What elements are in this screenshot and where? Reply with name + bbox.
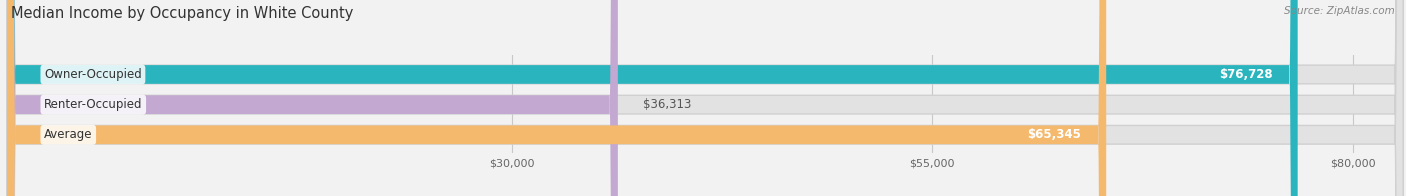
FancyBboxPatch shape (7, 0, 617, 196)
Text: Renter-Occupied: Renter-Occupied (44, 98, 142, 111)
Text: $76,728: $76,728 (1219, 68, 1272, 81)
FancyBboxPatch shape (7, 0, 1298, 196)
FancyBboxPatch shape (7, 0, 1403, 196)
Text: Average: Average (44, 128, 93, 141)
FancyBboxPatch shape (7, 0, 1403, 196)
Text: Owner-Occupied: Owner-Occupied (44, 68, 142, 81)
FancyBboxPatch shape (7, 0, 1107, 196)
Text: $65,345: $65,345 (1028, 128, 1081, 141)
Text: Source: ZipAtlas.com: Source: ZipAtlas.com (1284, 6, 1395, 16)
Text: $36,313: $36,313 (643, 98, 692, 111)
Text: Median Income by Occupancy in White County: Median Income by Occupancy in White Coun… (11, 6, 354, 21)
FancyBboxPatch shape (7, 0, 1403, 196)
